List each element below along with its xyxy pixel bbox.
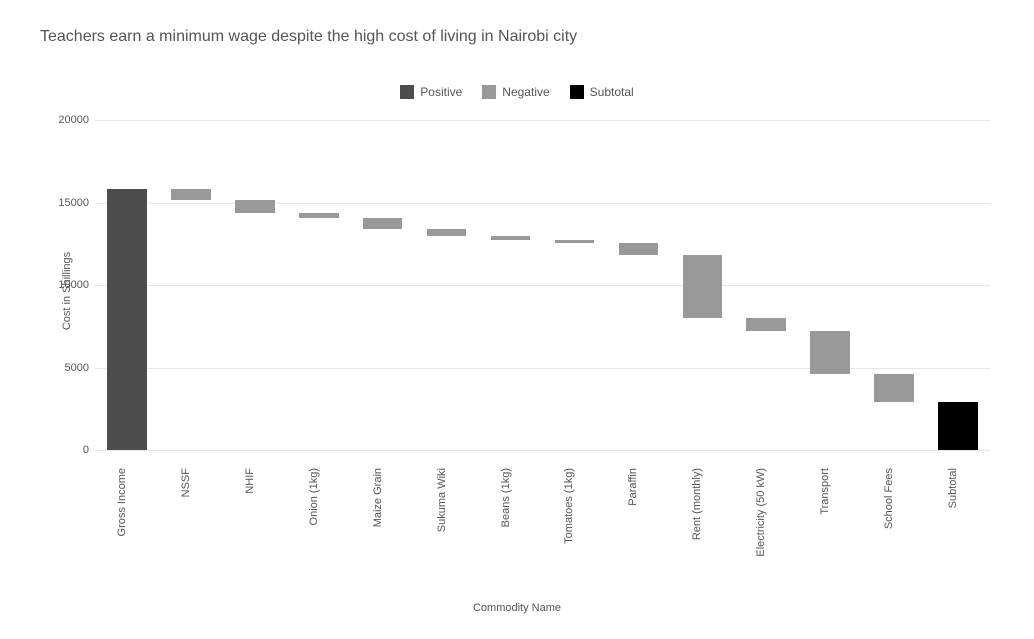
plot-area [95,120,990,450]
xtick-label: Onion (1kg) [308,468,320,525]
xtick-label: Beans (1kg) [500,468,512,527]
gridline [95,285,990,286]
waterfall-bar [491,236,531,240]
xtick-label: Electricity (50 kW) [755,468,767,557]
waterfall-bar [299,213,339,218]
waterfall-bar [427,229,467,236]
legend-swatch [570,85,584,99]
waterfall-bar [363,218,403,229]
xtick-label: Paraffin [627,468,639,506]
legend-label: Subtotal [590,85,634,99]
xtick-label: School Fees [883,468,895,529]
xtick-label: Maize Grain [372,468,384,527]
gridline [95,120,990,121]
x-axis-title: Commodity Name [0,602,1034,614]
waterfall-bar [746,318,786,331]
waterfall-bar [810,331,850,374]
ytick-label: 20000 [39,114,89,126]
waterfall-bar [938,402,978,450]
legend-swatch [482,85,496,99]
legend-item: Negative [482,85,549,99]
waterfall-bar [555,240,595,243]
legend-swatch [400,85,414,99]
waterfall-bar [619,243,659,255]
xtick-label: Gross Income [116,468,128,536]
chart-legend: Positive Negative Subtotal [0,85,1034,102]
waterfall-bar [235,200,275,213]
waterfall-bar [683,255,723,318]
legend-item: Positive [400,85,462,99]
xtick-label: Subtotal [947,468,959,508]
ytick-label: 0 [39,444,89,456]
waterfall-bar [874,374,914,402]
xtick-label: Rent (monthly) [691,468,703,540]
waterfall-bar [107,189,147,450]
chart-title: Teachers earn a minimum wage despite the… [40,28,577,46]
legend-label: Negative [502,85,549,99]
ytick-label: 10000 [39,279,89,291]
xtick-label: Tomatoes (1kg) [563,468,575,544]
legend-item: Subtotal [570,85,634,99]
xtick-label: Sukuma Wiki [436,468,448,532]
gridline [95,368,990,369]
xtick-label: NSSF [180,468,192,497]
xtick-label: Transport [819,468,831,515]
gridline [95,450,990,451]
xtick-label: NHIF [244,468,256,494]
gridline [95,203,990,204]
y-axis-title: Cost in Shillings [61,252,73,330]
legend-label: Positive [420,85,462,99]
waterfall-bar [171,189,211,200]
ytick-label: 15000 [39,197,89,209]
ytick-label: 5000 [39,362,89,374]
